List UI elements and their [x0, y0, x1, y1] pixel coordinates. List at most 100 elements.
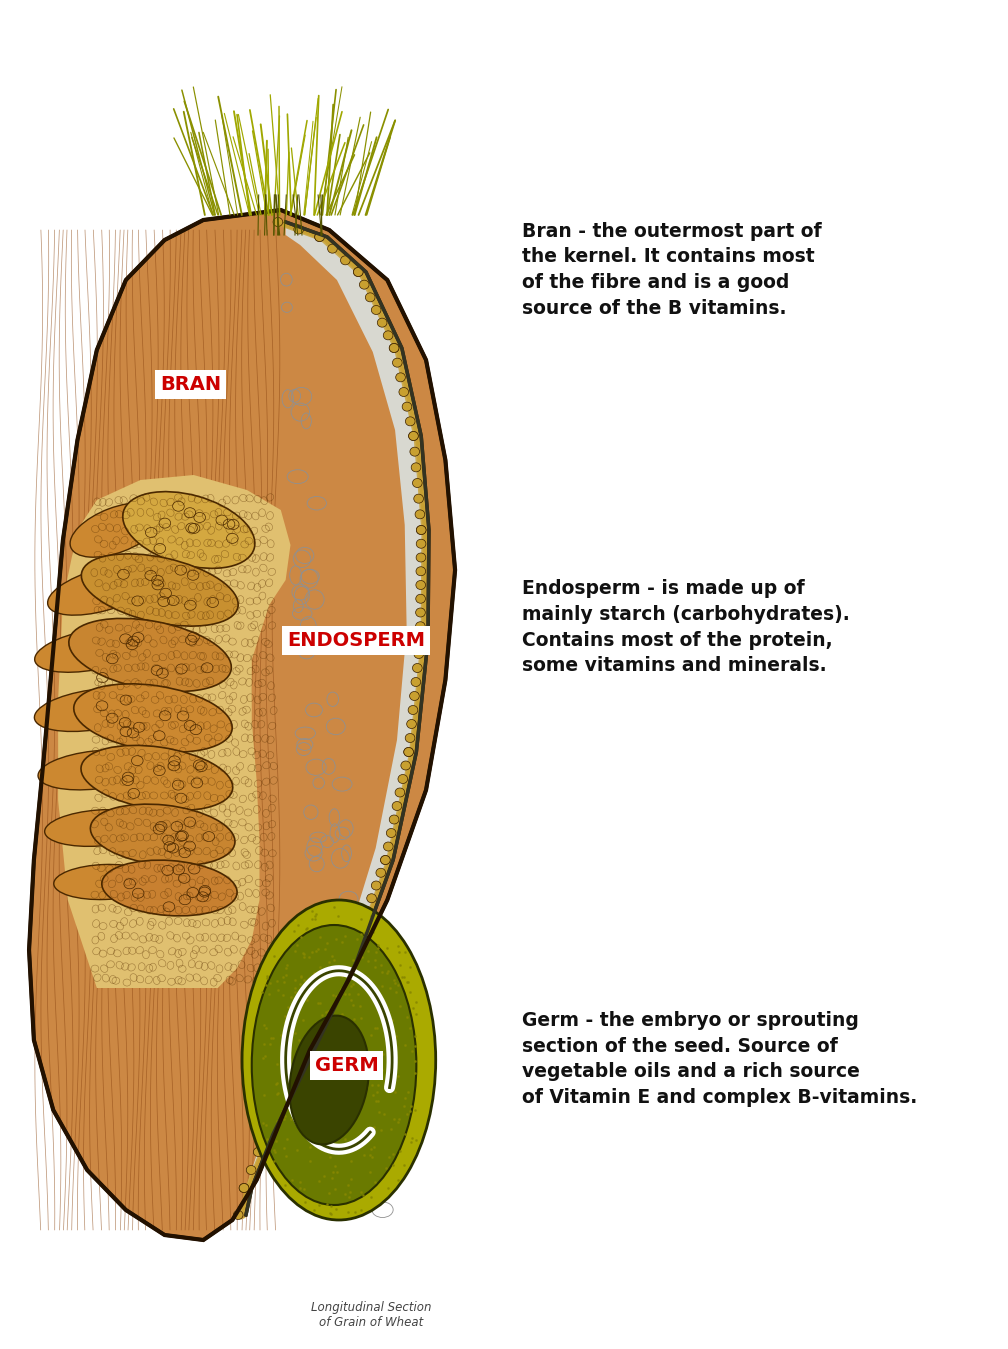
Ellipse shape	[381, 855, 390, 865]
Ellipse shape	[413, 494, 423, 503]
Ellipse shape	[294, 225, 303, 233]
Ellipse shape	[44, 809, 153, 846]
Ellipse shape	[376, 869, 386, 877]
Text: Endosperm - is made up of
mainly starch (carbohydrates).
Contains most of the pr: Endosperm - is made up of mainly starch …	[522, 579, 850, 676]
Polygon shape	[58, 475, 290, 987]
Ellipse shape	[396, 372, 405, 382]
Ellipse shape	[412, 664, 422, 673]
Ellipse shape	[71, 503, 162, 557]
Ellipse shape	[415, 635, 425, 645]
Ellipse shape	[242, 900, 435, 1219]
Ellipse shape	[416, 540, 426, 548]
Ellipse shape	[365, 293, 375, 302]
Ellipse shape	[299, 1051, 308, 1059]
Ellipse shape	[34, 627, 149, 672]
Ellipse shape	[38, 750, 152, 791]
Ellipse shape	[383, 842, 393, 851]
Ellipse shape	[273, 217, 282, 227]
Ellipse shape	[389, 344, 399, 352]
Ellipse shape	[246, 1166, 256, 1175]
Ellipse shape	[416, 580, 425, 590]
Ellipse shape	[408, 432, 418, 441]
Ellipse shape	[319, 1010, 328, 1020]
Ellipse shape	[47, 565, 155, 615]
Ellipse shape	[354, 267, 363, 277]
Ellipse shape	[286, 1077, 296, 1086]
Ellipse shape	[328, 244, 338, 254]
Ellipse shape	[292, 1063, 302, 1072]
Ellipse shape	[415, 635, 425, 645]
Ellipse shape	[354, 267, 363, 277]
Ellipse shape	[82, 554, 238, 626]
Ellipse shape	[260, 1129, 270, 1139]
Ellipse shape	[381, 855, 390, 865]
Ellipse shape	[314, 232, 325, 241]
Text: Bran - the outermost part of
the kernel. It contains most
of the fibre and is a : Bran - the outermost part of the kernel.…	[522, 221, 822, 318]
Ellipse shape	[415, 510, 424, 519]
Ellipse shape	[389, 344, 399, 352]
Ellipse shape	[253, 1148, 263, 1156]
Ellipse shape	[406, 719, 416, 728]
Ellipse shape	[252, 925, 416, 1205]
Ellipse shape	[299, 1051, 308, 1059]
Ellipse shape	[412, 479, 422, 487]
Ellipse shape	[415, 608, 425, 616]
Ellipse shape	[416, 526, 426, 534]
Ellipse shape	[392, 801, 402, 811]
Ellipse shape	[416, 567, 425, 576]
Ellipse shape	[404, 747, 413, 757]
Polygon shape	[240, 223, 429, 1219]
Ellipse shape	[338, 971, 347, 979]
Ellipse shape	[409, 692, 419, 700]
Ellipse shape	[239, 1183, 249, 1193]
Ellipse shape	[386, 828, 396, 838]
Ellipse shape	[411, 463, 421, 472]
Ellipse shape	[367, 894, 376, 902]
Ellipse shape	[395, 788, 405, 797]
Ellipse shape	[123, 491, 255, 568]
Ellipse shape	[81, 746, 233, 811]
Ellipse shape	[392, 359, 402, 367]
Ellipse shape	[371, 305, 381, 314]
Ellipse shape	[416, 526, 426, 534]
Ellipse shape	[402, 402, 412, 411]
Ellipse shape	[34, 688, 149, 731]
Ellipse shape	[69, 618, 231, 692]
Ellipse shape	[398, 774, 407, 784]
Ellipse shape	[325, 997, 335, 1006]
Ellipse shape	[344, 958, 354, 966]
Ellipse shape	[383, 331, 393, 340]
Ellipse shape	[408, 706, 417, 715]
Text: ENDOSPERM: ENDOSPERM	[287, 631, 425, 650]
Ellipse shape	[408, 432, 418, 441]
Ellipse shape	[415, 622, 425, 631]
Ellipse shape	[305, 1037, 316, 1047]
Text: Germ - the embryo or sprouting
section of the seed. Source of
vegetable oils and: Germ - the embryo or sprouting section o…	[522, 1010, 917, 1108]
Ellipse shape	[358, 919, 367, 928]
Ellipse shape	[273, 1103, 283, 1112]
Text: Longitudinal Section
of Grain of Wheat: Longitudinal Section of Grain of Wheat	[310, 1302, 431, 1329]
Ellipse shape	[74, 684, 232, 753]
Ellipse shape	[360, 281, 369, 289]
Ellipse shape	[311, 1024, 322, 1033]
Ellipse shape	[314, 232, 325, 241]
Ellipse shape	[399, 387, 408, 397]
Ellipse shape	[404, 747, 413, 757]
Ellipse shape	[280, 1090, 289, 1099]
Ellipse shape	[401, 761, 410, 770]
Ellipse shape	[405, 734, 415, 742]
Ellipse shape	[349, 944, 358, 954]
Polygon shape	[29, 210, 455, 1240]
Ellipse shape	[371, 881, 381, 890]
Ellipse shape	[353, 932, 363, 942]
Text: BRAN: BRAN	[159, 375, 221, 394]
Ellipse shape	[260, 1129, 270, 1139]
Ellipse shape	[289, 1016, 369, 1144]
Ellipse shape	[415, 595, 425, 603]
Ellipse shape	[389, 815, 399, 824]
Ellipse shape	[414, 649, 423, 658]
Ellipse shape	[331, 983, 341, 993]
Ellipse shape	[377, 318, 387, 328]
Text: GERM: GERM	[314, 1056, 378, 1075]
Ellipse shape	[267, 1117, 276, 1125]
